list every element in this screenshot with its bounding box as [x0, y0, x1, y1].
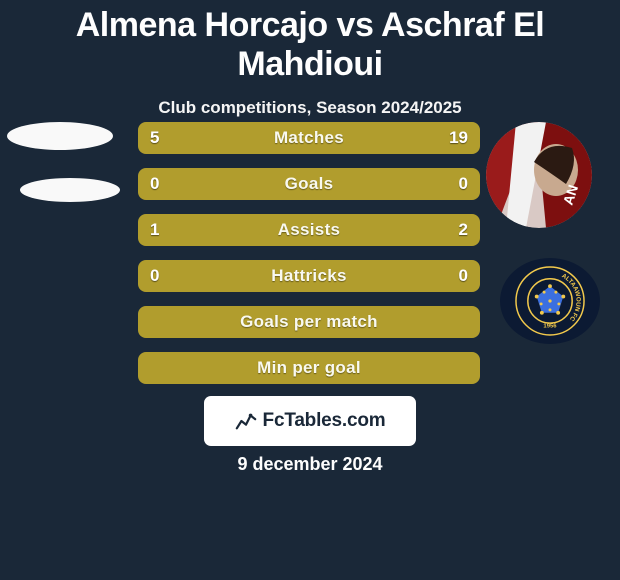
- stat-bars: 5 Matches 19 0 Goals 0 1 Assists 2 0 Hat…: [138, 122, 480, 398]
- stat-value-left: 0: [150, 174, 159, 194]
- stat-value-right: 0: [459, 174, 468, 194]
- stat-value-left: 1: [150, 220, 159, 240]
- stat-row-hattricks: 0 Hattricks 0: [138, 260, 480, 292]
- svg-text:1956: 1956: [543, 324, 557, 330]
- fctables-logo-icon: [235, 410, 257, 432]
- watermark-text: FcTables.com: [263, 410, 386, 432]
- stat-value-right: 19: [449, 128, 468, 148]
- club-badge-icon: ALTAAWOUN FC 1956: [507, 264, 593, 338]
- stat-label: Hattricks: [271, 266, 346, 286]
- stat-row-matches: 5 Matches 19: [138, 122, 480, 154]
- player2-photo-icon: AN: [486, 122, 592, 228]
- stat-label: Min per goal: [257, 358, 361, 378]
- player1-avatar-ellipse-bottom: [20, 178, 120, 202]
- stat-row-min-per-goal: Min per goal: [138, 352, 480, 384]
- stat-value-right: 0: [459, 266, 468, 286]
- stat-label: Matches: [274, 128, 344, 148]
- page-title: Almena Horcajo vs Aschraf El Mahdioui: [0, 0, 620, 84]
- stat-value-right: 2: [459, 220, 468, 240]
- stat-value-left: 5: [150, 128, 159, 148]
- subtitle: Club competitions, Season 2024/2025: [0, 98, 620, 118]
- stat-label: Goals: [285, 174, 334, 194]
- stat-label: Goals per match: [240, 312, 378, 332]
- stat-row-goals: 0 Goals 0: [138, 168, 480, 200]
- player2-club-badge: ALTAAWOUN FC 1956: [500, 258, 600, 344]
- player2-avatar: AN: [486, 122, 592, 228]
- stat-row-assists: 1 Assists 2: [138, 214, 480, 246]
- stat-row-goals-per-match: Goals per match: [138, 306, 480, 338]
- stat-value-left: 0: [150, 266, 159, 286]
- player1-avatar-ellipse-top: [7, 122, 113, 150]
- stat-label: Assists: [278, 220, 341, 240]
- date-text: 9 december 2024: [0, 454, 620, 475]
- watermark-pill: FcTables.com: [204, 396, 416, 446]
- root: Almena Horcajo vs Aschraf El Mahdioui Cl…: [0, 0, 620, 580]
